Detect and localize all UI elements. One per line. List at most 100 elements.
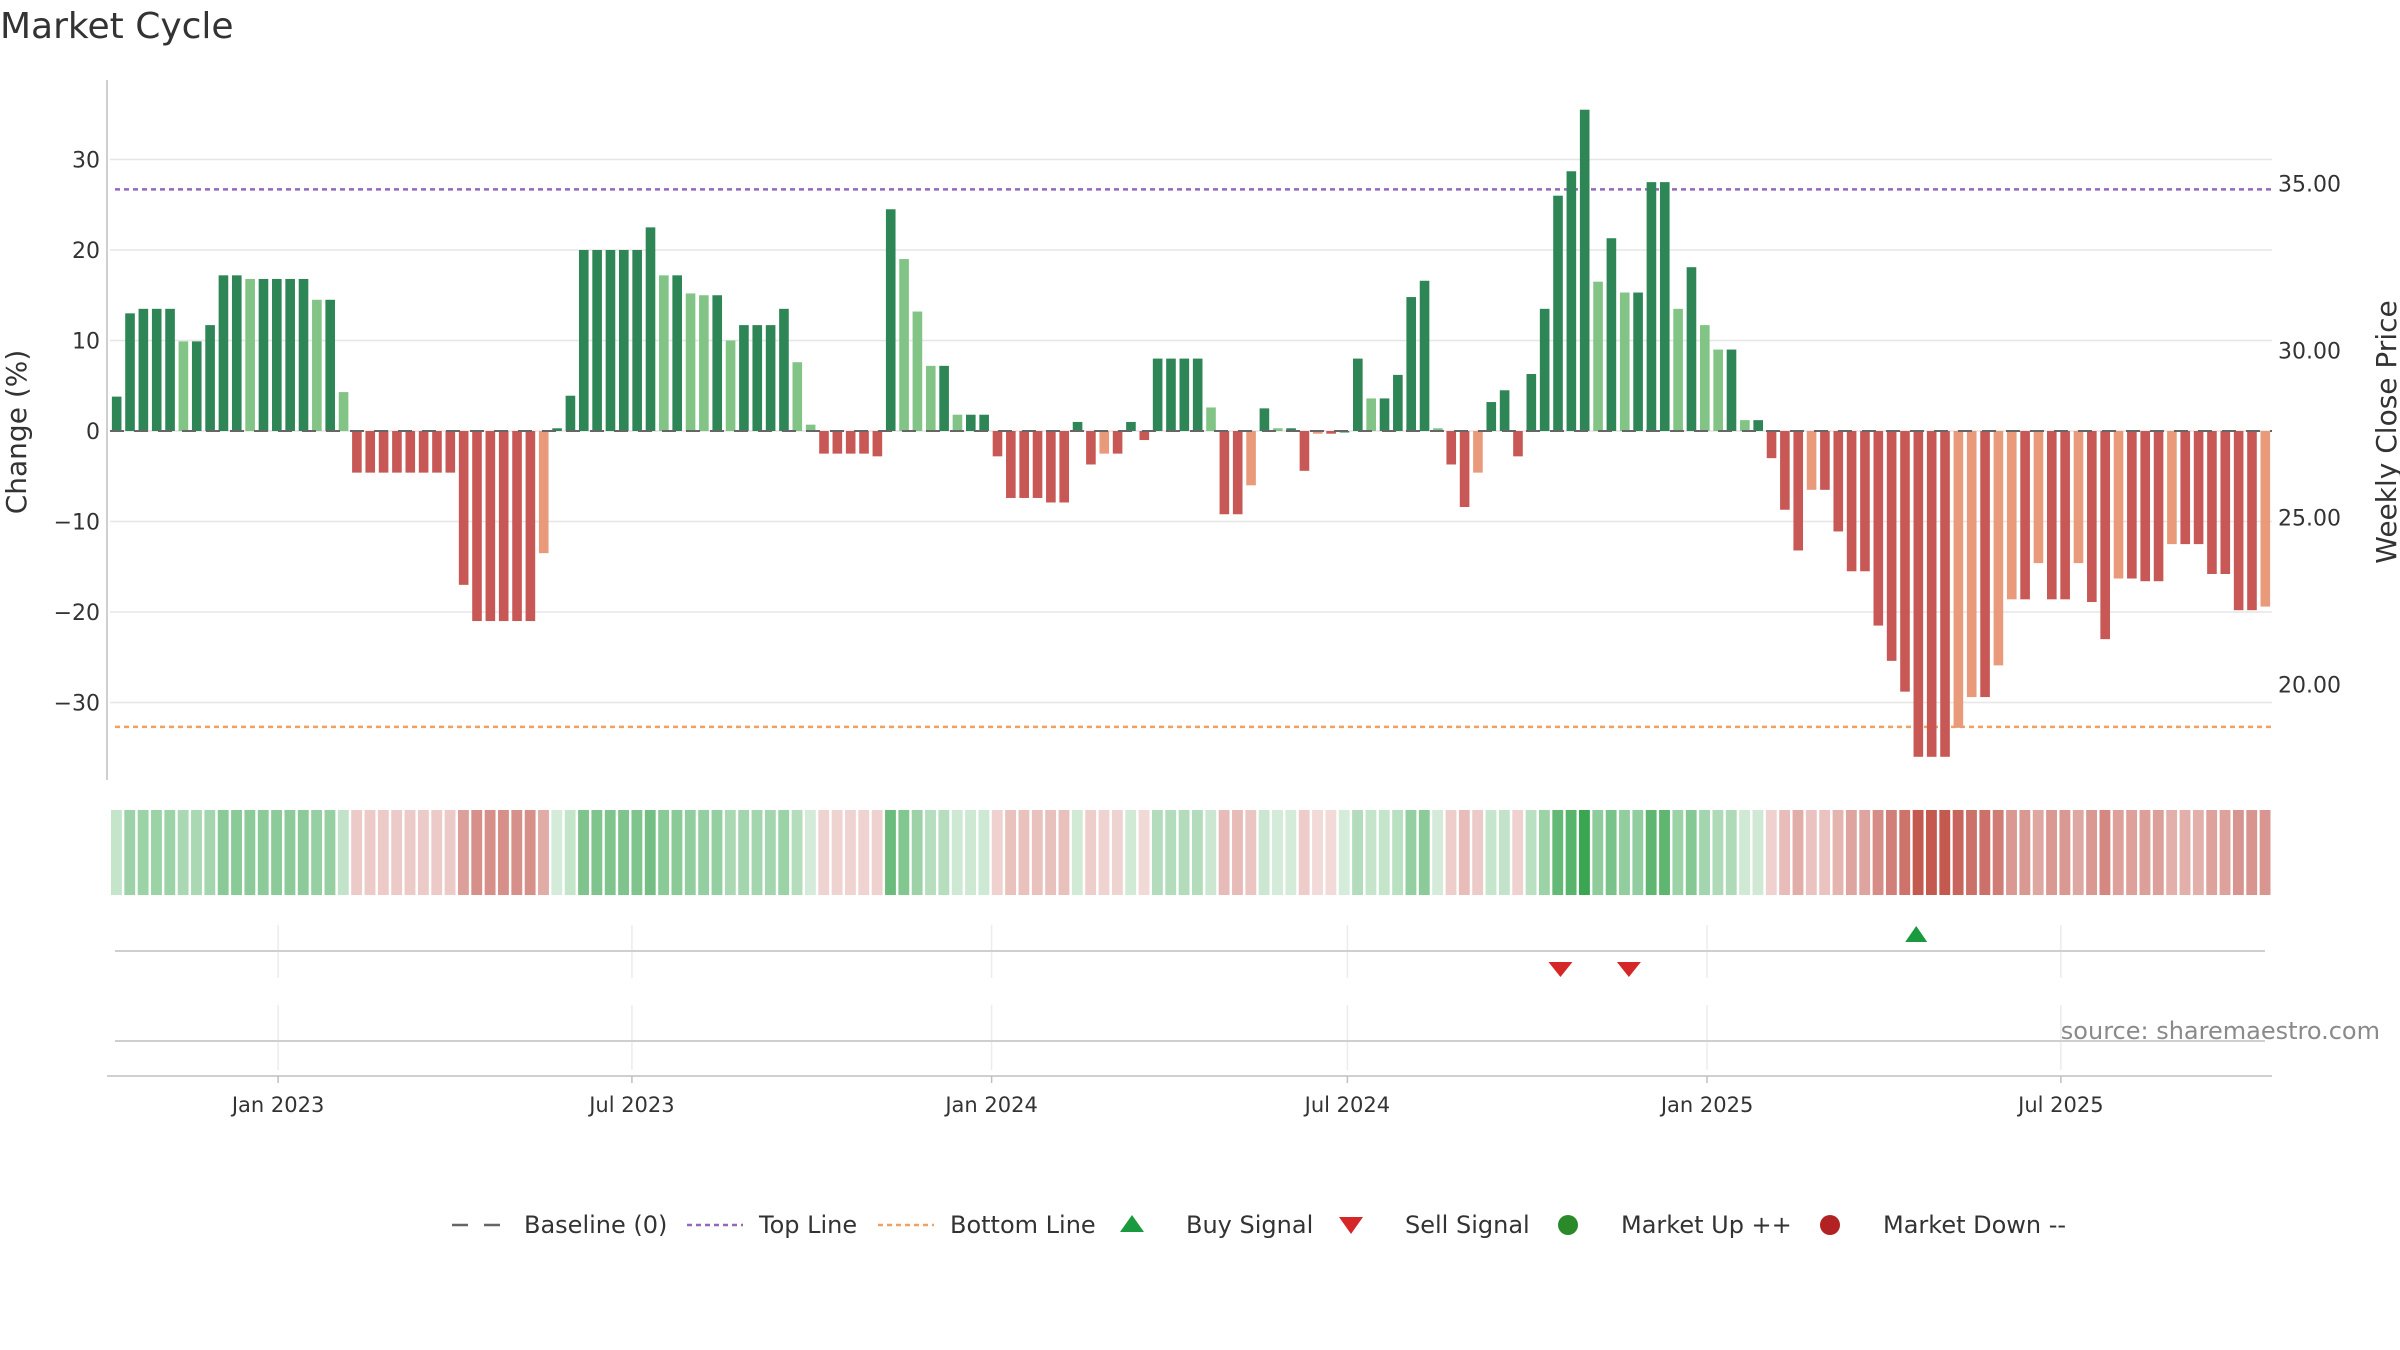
heat-cell (364, 810, 376, 895)
heat-cell (804, 810, 816, 895)
change-bar (1059, 431, 1070, 503)
y-tick-label: −30 (54, 692, 100, 717)
sell-signal-marker (1548, 962, 1573, 977)
legend-item: Top Line (687, 1211, 857, 1239)
heat-cell (978, 810, 990, 895)
heat-cell (965, 810, 976, 895)
x-tick-label: Jan 2024 (943, 1093, 1038, 1117)
heat-cell (1832, 810, 1844, 895)
heat-cell (1725, 810, 1737, 895)
change-bar (552, 428, 562, 431)
heat-cell (431, 810, 443, 895)
change-bar (1459, 431, 1470, 508)
change-bar (1379, 398, 1390, 431)
heat-cell (1405, 810, 1417, 895)
heat-cell (778, 810, 790, 895)
heat-cell (2259, 810, 2271, 895)
change-bar (1473, 431, 1483, 473)
heat-cell (1085, 810, 1097, 895)
change-bar (632, 250, 642, 431)
heat-cell (1192, 810, 1203, 895)
heat-cell (484, 810, 496, 895)
heat-cell (1005, 810, 1017, 895)
heat-cell (1859, 810, 1871, 895)
heat-cell (284, 810, 296, 895)
change-bar (191, 341, 202, 431)
change-bars (110, 109, 2272, 757)
heat-cell (791, 810, 803, 895)
change-bar (565, 395, 576, 431)
change-bar (659, 275, 669, 431)
change-bar (1032, 431, 1043, 498)
cycle-heat-strip (111, 810, 2271, 895)
change-bar (1312, 431, 1323, 434)
heat-cell (217, 810, 229, 895)
heat-cell (2019, 810, 2031, 895)
heat-cell (2086, 810, 2098, 895)
change-bar (312, 299, 322, 431)
change-bar (1246, 431, 1256, 486)
heat-cell (1632, 810, 1644, 895)
heat-cell (1312, 810, 1323, 895)
heat-cell (831, 810, 843, 895)
heat-cell (618, 810, 629, 895)
y-tick-label: 0 (86, 420, 100, 445)
legend-item: Sell Signal (1339, 1211, 1530, 1239)
change-bar (538, 431, 549, 554)
heat-cell (231, 810, 242, 895)
change-bar (1646, 182, 1657, 431)
heat-cell (1111, 810, 1123, 895)
heat-cell (1031, 810, 1043, 895)
change-bar (1286, 428, 1296, 431)
y2-tick-label: 30.00 (2278, 340, 2341, 365)
change-bar (2100, 431, 2110, 640)
heat-cell (751, 810, 763, 895)
heat-cell (1365, 810, 1377, 895)
heat-cell (1538, 810, 1550, 895)
heat-cell (1966, 810, 1977, 895)
heat-cell (1285, 810, 1297, 895)
change-bar (992, 431, 1003, 457)
change-bar (1806, 431, 1817, 490)
legend-label: Sell Signal (1405, 1211, 1530, 1239)
change-bar (832, 431, 843, 454)
heat-cell (1232, 810, 1243, 895)
heat-cell (1352, 810, 1363, 895)
change-bar (472, 431, 482, 622)
change-bar (325, 299, 336, 431)
change-bar (1539, 308, 1550, 431)
change-bar (859, 431, 869, 454)
change-bar (1006, 431, 1016, 498)
change-bar (1166, 358, 1176, 431)
x-tick-label: Jan 2025 (1659, 1093, 1754, 1117)
y-tick-label: −20 (54, 601, 100, 626)
legend-item: Market Down -- (1820, 1211, 2066, 1239)
heat-cell (351, 810, 363, 895)
legend-swatch (1339, 1217, 1363, 1234)
change-bar (1446, 431, 1457, 465)
change-bar (218, 275, 229, 431)
heat-cell (2179, 810, 2191, 895)
heat-cell (658, 810, 670, 895)
heat-cell (1765, 810, 1777, 895)
heat-cell (1071, 810, 1083, 895)
heat-cell (2192, 810, 2204, 895)
y2-tick-label: 35.00 (2278, 173, 2341, 198)
change-bar (1873, 431, 1884, 626)
change-bar (125, 313, 135, 431)
legend-label: Market Down -- (1883, 1211, 2066, 1239)
change-bar (899, 259, 909, 431)
heat-cell (764, 810, 776, 895)
heat-cell (991, 810, 1003, 895)
heat-cell (111, 810, 122, 895)
heat-cell (271, 810, 282, 895)
heat-cell (2099, 810, 2111, 895)
heat-cell (2166, 810, 2178, 895)
heat-cell (1565, 810, 1577, 895)
change-bar (1926, 431, 1937, 757)
heat-cell (1899, 810, 1911, 895)
heat-cell (591, 810, 603, 895)
change-bar (752, 325, 763, 431)
change-bar (619, 250, 629, 431)
